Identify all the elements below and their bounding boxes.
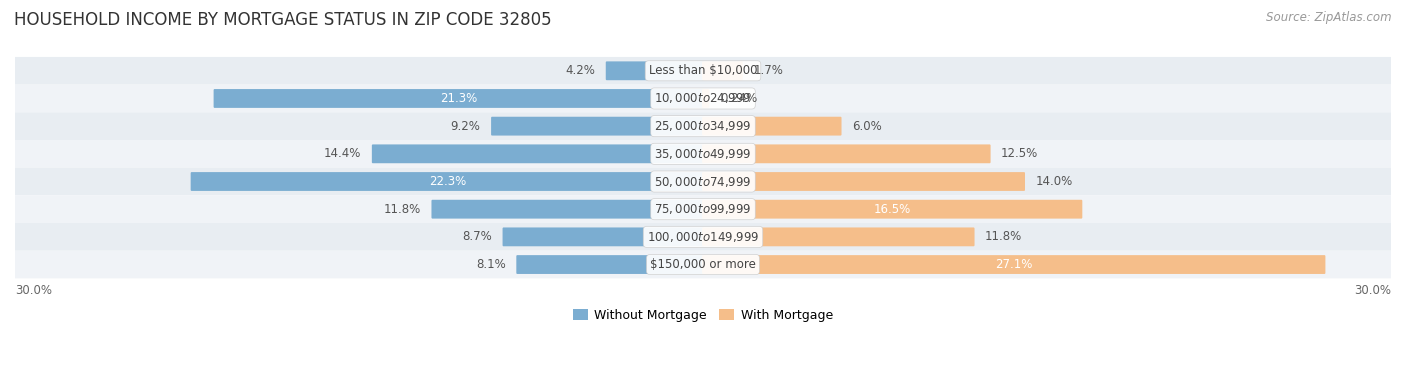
- Text: $10,000 to $24,999: $10,000 to $24,999: [654, 91, 752, 105]
- Text: 1.7%: 1.7%: [754, 64, 783, 77]
- Text: Less than $10,000: Less than $10,000: [648, 64, 758, 77]
- FancyBboxPatch shape: [702, 255, 1326, 274]
- Text: 4.2%: 4.2%: [565, 64, 595, 77]
- FancyBboxPatch shape: [214, 89, 704, 108]
- FancyBboxPatch shape: [371, 144, 704, 163]
- FancyBboxPatch shape: [516, 255, 704, 274]
- FancyBboxPatch shape: [191, 172, 704, 191]
- FancyBboxPatch shape: [10, 223, 1396, 251]
- Text: 30.0%: 30.0%: [1354, 284, 1391, 297]
- Text: 27.1%: 27.1%: [995, 258, 1032, 271]
- FancyBboxPatch shape: [702, 61, 742, 80]
- FancyBboxPatch shape: [702, 172, 1025, 191]
- FancyBboxPatch shape: [432, 200, 704, 218]
- Text: 11.8%: 11.8%: [986, 230, 1022, 243]
- Text: 9.2%: 9.2%: [451, 120, 481, 133]
- FancyBboxPatch shape: [491, 117, 704, 136]
- Text: 21.3%: 21.3%: [440, 92, 478, 105]
- FancyBboxPatch shape: [702, 89, 710, 108]
- FancyBboxPatch shape: [702, 117, 842, 136]
- FancyBboxPatch shape: [10, 85, 1396, 112]
- Text: 22.3%: 22.3%: [429, 175, 465, 188]
- Text: 14.0%: 14.0%: [1036, 175, 1073, 188]
- FancyBboxPatch shape: [702, 144, 991, 163]
- Text: 12.5%: 12.5%: [1001, 147, 1039, 160]
- Text: 11.8%: 11.8%: [384, 203, 420, 216]
- FancyBboxPatch shape: [702, 228, 974, 246]
- FancyBboxPatch shape: [10, 251, 1396, 278]
- Text: 8.1%: 8.1%: [477, 258, 506, 271]
- Text: $35,000 to $49,999: $35,000 to $49,999: [654, 147, 752, 161]
- Text: $25,000 to $34,999: $25,000 to $34,999: [654, 119, 752, 133]
- Text: 0.24%: 0.24%: [720, 92, 758, 105]
- Text: $100,000 to $149,999: $100,000 to $149,999: [647, 230, 759, 244]
- Legend: Without Mortgage, With Mortgage: Without Mortgage, With Mortgage: [568, 304, 838, 327]
- FancyBboxPatch shape: [10, 195, 1396, 223]
- FancyBboxPatch shape: [10, 168, 1396, 195]
- FancyBboxPatch shape: [702, 200, 1083, 218]
- Text: $50,000 to $74,999: $50,000 to $74,999: [654, 175, 752, 189]
- FancyBboxPatch shape: [606, 61, 704, 80]
- Text: 6.0%: 6.0%: [852, 120, 882, 133]
- FancyBboxPatch shape: [10, 57, 1396, 85]
- FancyBboxPatch shape: [10, 140, 1396, 168]
- FancyBboxPatch shape: [10, 112, 1396, 140]
- Text: Source: ZipAtlas.com: Source: ZipAtlas.com: [1267, 11, 1392, 24]
- Text: $150,000 or more: $150,000 or more: [650, 258, 756, 271]
- Text: 16.5%: 16.5%: [873, 203, 911, 216]
- Text: 8.7%: 8.7%: [463, 230, 492, 243]
- Text: $75,000 to $99,999: $75,000 to $99,999: [654, 202, 752, 216]
- Text: HOUSEHOLD INCOME BY MORTGAGE STATUS IN ZIP CODE 32805: HOUSEHOLD INCOME BY MORTGAGE STATUS IN Z…: [14, 11, 551, 29]
- Text: 30.0%: 30.0%: [15, 284, 52, 297]
- Text: 14.4%: 14.4%: [323, 147, 361, 160]
- FancyBboxPatch shape: [502, 228, 704, 246]
